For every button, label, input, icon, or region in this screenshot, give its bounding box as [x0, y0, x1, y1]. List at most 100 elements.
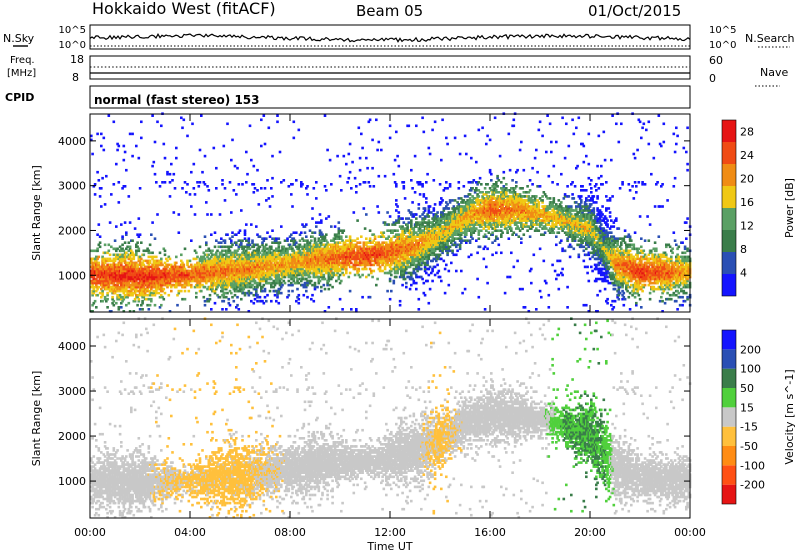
echo-cell — [130, 259, 133, 263]
echo-cell — [412, 281, 416, 285]
echo-cell — [247, 259, 251, 263]
echo-cell — [345, 263, 348, 267]
echo-cell — [240, 287, 243, 291]
echo-cell — [320, 219, 323, 222]
echo-cell — [182, 265, 186, 269]
echo-cell — [350, 187, 353, 190]
echo-cell — [146, 293, 149, 297]
echo-cell — [275, 239, 278, 242]
echo-cell — [440, 201, 443, 204]
echo-cell — [403, 277, 407, 281]
echo-cell — [98, 241, 102, 244]
echo-cell — [302, 293, 306, 297]
echo-cell — [117, 261, 121, 265]
echo-cell — [150, 255, 153, 259]
echo-cell — [343, 241, 347, 244]
echo-cell — [395, 209, 398, 212]
echo-cell — [106, 291, 109, 295]
echo-cell — [401, 217, 404, 220]
echo-cell — [140, 120, 143, 124]
echo-cell — [230, 291, 233, 295]
echo-cell — [127, 275, 131, 279]
echo-cell — [347, 263, 351, 267]
echo-cell — [327, 275, 331, 279]
echo-cell — [270, 277, 273, 281]
echo-cell — [91, 281, 94, 285]
echo-cell — [410, 225, 413, 228]
echo-cell — [408, 287, 412, 291]
echo-cell — [143, 293, 147, 297]
echo-cell — [422, 219, 426, 222]
echo-cell — [321, 233, 324, 236]
echo-cell — [196, 255, 199, 259]
echo-cell — [108, 253, 112, 257]
echo-cell — [391, 223, 394, 226]
echo-cell — [337, 221, 341, 224]
echo-cell — [445, 247, 448, 251]
echo-cell — [446, 251, 449, 255]
echo-cell — [237, 281, 241, 285]
echo-cell — [271, 255, 274, 259]
echo-cell — [296, 277, 299, 281]
echo-cell — [258, 279, 262, 283]
echo-cell — [226, 122, 229, 126]
echo-cell — [168, 281, 172, 285]
echo-cell — [182, 118, 186, 122]
echo-cell — [427, 146, 431, 150]
echo-cell — [252, 301, 256, 305]
echo-cell — [330, 269, 333, 273]
echo-cell — [266, 253, 269, 257]
echo-cell — [266, 277, 269, 281]
echo-cell — [142, 259, 146, 263]
echo-cell — [445, 263, 448, 267]
echo-cell — [131, 154, 134, 158]
echo-cell — [143, 291, 147, 295]
echo-cell — [120, 261, 123, 265]
echo-cell — [125, 231, 128, 234]
echo-cell — [235, 243, 238, 247]
echo-cell — [277, 243, 281, 247]
echo-cell — [338, 297, 342, 301]
echo-cell — [156, 265, 159, 269]
echo-cell — [235, 193, 238, 196]
echo-cell — [277, 291, 281, 295]
echo-cell — [311, 217, 314, 220]
echo-cell — [402, 273, 406, 277]
echo-cell — [92, 277, 96, 281]
echo-cell — [172, 172, 176, 176]
echo-cell — [387, 235, 391, 238]
echo-cell — [202, 265, 206, 269]
echo-cell — [163, 253, 167, 257]
echo-cell — [388, 297, 392, 301]
echo-cell — [110, 259, 113, 263]
echo-cell — [383, 221, 387, 224]
echo-cell — [225, 267, 228, 271]
echo-cell — [236, 295, 239, 299]
echo-cell — [272, 249, 276, 253]
echo-cell — [313, 281, 317, 285]
echo-cell — [350, 265, 353, 269]
echo-cell — [102, 148, 106, 152]
echo-cell — [435, 213, 438, 216]
echo-cell — [407, 237, 411, 240]
echo-cell — [305, 273, 308, 277]
echo-cell — [111, 297, 114, 301]
echo-cell — [326, 283, 329, 287]
echo-cell — [230, 211, 233, 214]
echo-cell — [210, 271, 213, 275]
echo-cell — [133, 269, 137, 273]
echo-cell — [132, 310, 136, 313]
echo-cell — [366, 263, 369, 267]
echo-cell — [100, 267, 103, 271]
echo-cell — [388, 124, 392, 128]
echo-cell — [415, 231, 418, 234]
echo-cell — [390, 267, 393, 271]
beam-label: Beam 05 — [356, 2, 423, 20]
echo-cell — [300, 245, 303, 249]
echo-cell — [191, 273, 194, 277]
echo-cell — [456, 249, 459, 253]
echo-cell — [312, 273, 316, 277]
echo-cell — [396, 271, 399, 275]
echo-cell — [131, 239, 134, 242]
echo-cell — [90, 138, 93, 142]
